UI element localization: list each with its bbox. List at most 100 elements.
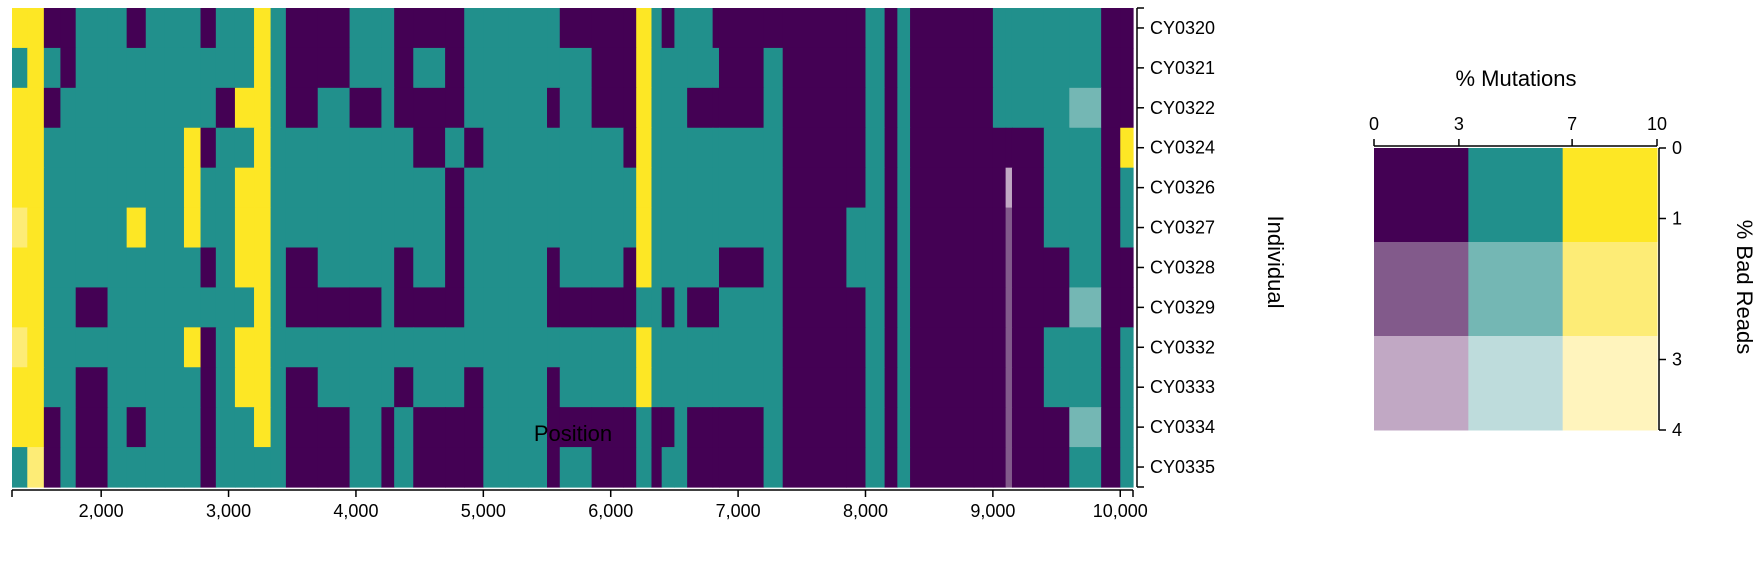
heatmap-cell	[718, 367, 765, 408]
heatmap-cell	[464, 87, 484, 129]
legend-cell	[1374, 242, 1469, 337]
heatmap-cell	[547, 207, 561, 249]
heatmap-cell	[254, 207, 272, 249]
heatmap-cell	[394, 87, 414, 129]
heatmap-cell	[591, 167, 625, 209]
heatmap-cell	[992, 447, 1007, 488]
heatmap-cell	[992, 407, 1007, 448]
heatmap-cell	[270, 367, 287, 408]
heatmap-cell	[43, 127, 62, 169]
heatmap-cell	[865, 127, 886, 169]
heatmap-cell	[43, 87, 62, 129]
heatmap-cell	[27, 247, 45, 289]
heatmap-cell	[349, 247, 383, 289]
heatmap-cell	[60, 127, 77, 169]
heatmap-cell	[145, 207, 166, 249]
heatmap-cell	[183, 47, 202, 89]
heatmap-cell	[234, 247, 255, 289]
heatmap-cell	[1011, 207, 1045, 249]
x-tick-label: 4,000	[333, 501, 378, 521]
legend-heatmap-cells	[1374, 148, 1658, 431]
heatmap-cell	[183, 127, 202, 169]
heatmap-cell	[43, 287, 62, 328]
heatmap-cell	[183, 447, 202, 488]
heatmap-cell	[483, 127, 510, 169]
heatmap-cell	[865, 167, 886, 209]
heatmap-cell	[973, 87, 994, 129]
legend-x-tick-label: 7	[1567, 114, 1577, 134]
heatmap-cell	[60, 287, 77, 328]
heatmap-cell	[349, 447, 383, 488]
heatmap-cell	[623, 207, 637, 249]
heatmap-cell	[1005, 367, 1013, 408]
heatmap-cell	[623, 327, 637, 368]
heatmap-cell	[270, 8, 287, 49]
heatmap-cell	[183, 247, 202, 289]
heatmap-cell	[763, 247, 784, 289]
legend-cell	[1468, 148, 1564, 243]
heatmap-cell	[200, 8, 217, 49]
heatmap-cell	[910, 127, 975, 169]
heatmap-cell	[636, 287, 653, 328]
heatmap-cell	[636, 207, 653, 249]
heatmap-cell	[317, 287, 351, 328]
heatmap-cell	[1005, 127, 1013, 169]
heatmap-cell	[60, 247, 77, 289]
heatmap-cell	[349, 167, 383, 209]
heatmap-cell	[712, 367, 720, 408]
heatmap-cell	[285, 327, 319, 368]
heatmap-cell	[661, 8, 676, 49]
heatmap-cell	[865, 47, 886, 89]
heatmap-cell	[712, 87, 720, 129]
heatmap-cell	[254, 407, 272, 448]
heatmap-cell	[1101, 407, 1121, 448]
heatmap-cell	[782, 167, 847, 209]
heatmap-cell	[623, 447, 637, 488]
heatmap-cell	[1120, 367, 1134, 408]
heatmap-cell	[674, 327, 688, 368]
heatmap-cell	[763, 367, 784, 408]
heatmap-cell	[349, 287, 383, 328]
heatmap-cell	[559, 8, 593, 49]
heatmap-cell	[200, 167, 217, 209]
heatmap-cell	[1101, 47, 1121, 89]
heatmap-cell	[215, 247, 236, 289]
heatmap-cell	[884, 287, 898, 328]
heatmap-cell	[12, 8, 28, 49]
heatmap-cell	[381, 447, 395, 488]
heatmap-cell	[623, 247, 637, 289]
heatmap-cell	[27, 167, 45, 209]
heatmap-cell	[718, 447, 765, 488]
heatmap-cell	[559, 47, 593, 89]
legend-y-tick-label: 1	[1672, 209, 1682, 229]
heatmap-cell	[1101, 127, 1121, 169]
x-tick-label: 8,000	[843, 501, 888, 521]
heatmap-cell	[1005, 8, 1013, 49]
heatmap-cell	[464, 447, 484, 488]
heatmap-cell	[547, 247, 561, 289]
heatmap-cell	[483, 87, 510, 129]
heatmap-cell	[285, 247, 319, 289]
x-tick-label: 10,000	[1093, 501, 1148, 521]
heatmap-cell	[1101, 247, 1121, 289]
heatmap-cell	[183, 327, 202, 368]
legend-y-axis-title: % Bad Reads	[1732, 220, 1757, 355]
heatmap-cell	[183, 407, 202, 448]
heatmap-cell	[897, 47, 911, 89]
heatmap-cell	[200, 447, 217, 488]
heatmap-cell	[317, 207, 351, 249]
heatmap-cell	[381, 127, 395, 169]
heatmap-cell	[285, 8, 319, 49]
heatmap-cell	[687, 367, 714, 408]
heatmap-cell	[591, 447, 625, 488]
heatmap-cell	[234, 447, 255, 488]
heatmap-cell	[897, 247, 911, 289]
heatmap-cell	[164, 407, 185, 448]
heatmap-cell	[234, 287, 255, 328]
heatmap-cell	[636, 447, 653, 488]
heatmap-cell	[254, 167, 272, 209]
heatmap-cell	[464, 247, 484, 289]
heatmap-cell	[413, 207, 446, 249]
heatmap-cell	[718, 407, 765, 448]
heatmap-cell	[317, 247, 351, 289]
